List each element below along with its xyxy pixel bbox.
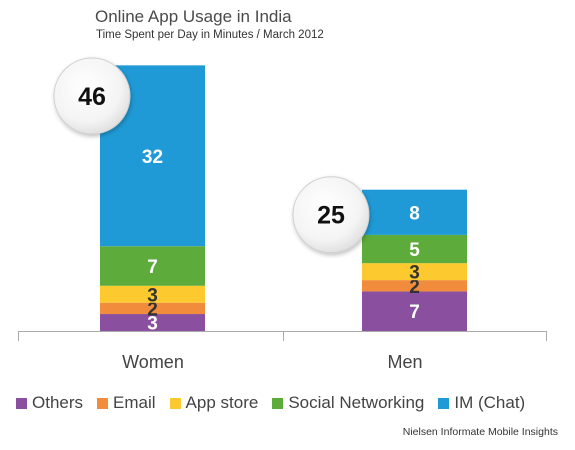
source-note: Nielsen Informate Mobile Insights <box>402 426 558 438</box>
category-label-men: Men <box>387 352 422 372</box>
bar-men-im-chat <box>362 189 467 235</box>
bar-men-others <box>362 291 467 331</box>
bar-women-email <box>100 302 205 315</box>
bar-men-social-networking <box>362 234 467 264</box>
legend-swatch-email <box>97 397 109 409</box>
data-label-women-app-store: 3 <box>147 285 158 306</box>
legend-label-im-chat: IM (Chat) <box>454 393 526 412</box>
bar-women-social-networking <box>100 246 205 286</box>
data-label-men-im-chat: 8 <box>409 203 420 224</box>
data-label-women-im-chat: 32 <box>142 147 163 168</box>
legend-label-email: Email <box>113 393 156 412</box>
chart-title: Online App Usage in India <box>95 7 292 26</box>
legend-item-email: Email <box>97 393 156 413</box>
data-label-women-social-networking: 7 <box>147 257 158 278</box>
total-bubble-men <box>292 176 370 254</box>
bar-men-app-store <box>362 263 467 281</box>
legend-label-social-networking: Social Networking <box>288 393 425 412</box>
legend-swatch-app-store <box>169 397 181 409</box>
data-label-men-email: 2 <box>409 277 420 298</box>
category-label-women: Women <box>122 352 184 372</box>
data-label-women-email: 2 <box>147 299 158 320</box>
total-label-women: 46 <box>78 83 106 111</box>
total-label-men: 25 <box>317 202 345 230</box>
legend-swatch-social-networking <box>272 397 284 409</box>
total-bubble-women <box>53 57 131 135</box>
data-label-women-others: 3 <box>147 314 158 335</box>
legend-item-im-chat: IM (Chat) <box>438 393 525 413</box>
data-label-men-social-networking: 5 <box>409 240 420 261</box>
legend-label-app-store: App store <box>185 393 259 412</box>
data-label-men-app-store: 3 <box>409 263 420 284</box>
legend-swatch-others <box>16 397 27 409</box>
bar-women-others <box>100 314 205 331</box>
bar-women-app-store <box>100 285 205 303</box>
legend-item-others: Others <box>16 393 83 413</box>
legend-label-others: Others <box>32 393 84 412</box>
chart-legend: Others Email App store Social Networking IM … <box>16 392 525 414</box>
legend-item-app-store: App store <box>169 393 259 413</box>
bar-men-email <box>362 280 467 292</box>
chart-subtitle: Time Spent per Day in Minutes / March 20… <box>96 29 324 41</box>
legend-item-social-networking: Social Networking <box>272 393 424 413</box>
legend-swatch-im-chat <box>438 397 450 409</box>
data-label-men-others: 7 <box>409 302 420 323</box>
